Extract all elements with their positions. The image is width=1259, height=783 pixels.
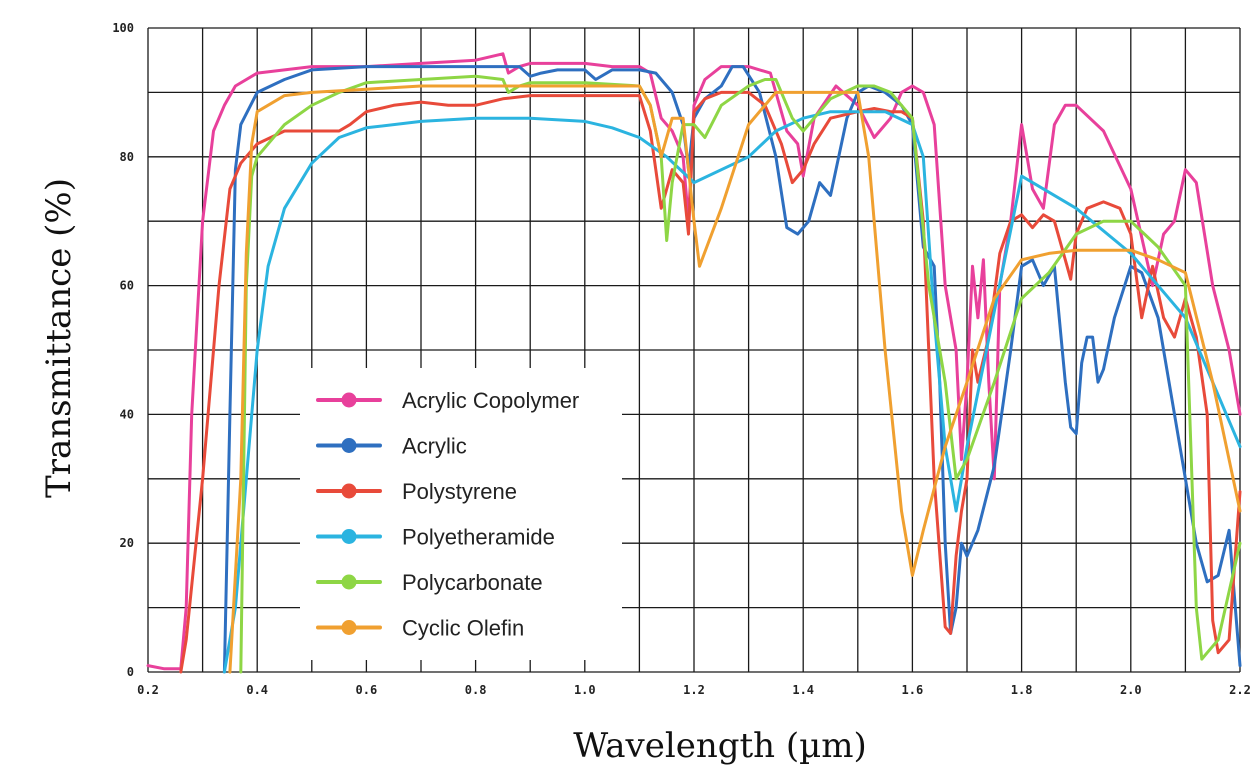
series-line-polyetheramide	[222, 110, 1242, 674]
x-tick-label: 1.6	[902, 683, 924, 697]
axis-tick-labels: 0.2 0.4 0.6 0.8 1.0 1.2 1.4 1.6 1.8 2.0 2.2 0 20 40 60…	[112, 21, 1251, 697]
y-tick-label: 20	[120, 536, 134, 550]
legend-box	[300, 368, 622, 660]
y-tick-label: 80	[120, 150, 134, 164]
x-tick-label: 0.2	[137, 683, 159, 697]
y-axis-title: Transmittance (%)	[39, 178, 79, 498]
legend-item: Acrylic	[316, 434, 467, 459]
x-tick-label: 2.0	[1120, 683, 1142, 697]
legend-item: Polyetheramide	[316, 525, 555, 550]
legend-item: Polycarbonate	[316, 570, 543, 595]
y-tick-label: 0	[127, 665, 134, 679]
y-tick-label: 40	[120, 407, 134, 421]
legend-item: Cyclic Olefin	[316, 616, 524, 641]
legend-label: Cyclic Olefin	[402, 616, 524, 641]
y-tick-label: 100	[112, 21, 134, 35]
x-tick-label: 1.8	[1011, 683, 1033, 697]
legend-item: Polystyrene	[316, 479, 517, 504]
legend-label: Acrylic	[402, 434, 467, 459]
legend-marker	[341, 483, 357, 499]
grid-lines	[147, 27, 1241, 673]
legend-item: Acrylic Copolymer	[316, 388, 579, 413]
legend-marker	[341, 574, 357, 590]
x-tick-label: 1.2	[683, 683, 705, 697]
x-tick-label: 1.4	[792, 683, 814, 697]
legend-label: Polyetheramide	[402, 525, 555, 550]
series-line-acrylic	[222, 65, 1242, 674]
series-line-polystyrene	[179, 90, 1242, 674]
x-tick-label: 0.8	[465, 683, 487, 697]
legend-label: Polystyrene	[402, 479, 517, 504]
legend-marker	[341, 529, 357, 544]
series-line-polycarbonate	[239, 74, 1242, 674]
x-tick-label: 0.4	[246, 683, 268, 697]
legend: Acrylic Copolymer Acrylic Polystyrene Polye…	[316, 388, 579, 641]
legend-label: Acrylic Copolymer	[402, 388, 579, 413]
x-tick-label: 0.6	[356, 683, 378, 697]
series-lines	[146, 52, 1242, 674]
y-tick-label: 60	[120, 279, 134, 293]
legend-marker	[341, 438, 357, 453]
series-line-cyclic-olefin	[228, 84, 1242, 674]
legend-marker	[341, 392, 357, 408]
legend-marker	[341, 620, 357, 635]
x-axis-title: Wavelength (µm)	[573, 726, 866, 766]
legend-label: Polycarbonate	[402, 570, 543, 595]
x-tick-label: 2.2	[1229, 683, 1251, 697]
x-tick-label: 1.0	[574, 683, 596, 697]
